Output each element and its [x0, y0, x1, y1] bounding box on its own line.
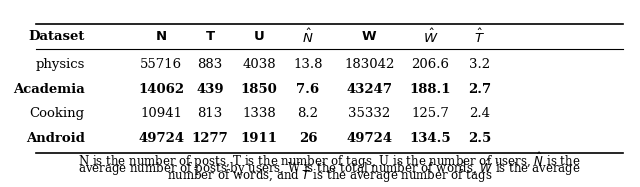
Text: 2.7: 2.7 [468, 83, 491, 96]
Text: 1911: 1911 [241, 132, 278, 145]
Text: 2.4: 2.4 [468, 108, 490, 120]
Text: 26: 26 [299, 132, 317, 145]
Text: $\hat{N}$: $\hat{N}$ [302, 27, 314, 46]
Text: $\hat{W}$: $\hat{W}$ [422, 27, 438, 46]
Text: 206.6: 206.6 [412, 58, 449, 71]
Text: $\hat{T}$: $\hat{T}$ [474, 27, 484, 46]
Text: 8.2: 8.2 [298, 108, 319, 120]
Text: 1850: 1850 [241, 83, 277, 96]
Text: $\mathbf{T}$: $\mathbf{T}$ [205, 30, 216, 43]
Text: 7.6: 7.6 [296, 83, 319, 96]
Text: average number of posts by users, W is the total number of words, $\hat{W}$ is t: average number of posts by users, W is t… [78, 157, 580, 178]
Text: 125.7: 125.7 [412, 108, 449, 120]
Text: 43247: 43247 [346, 83, 392, 96]
Text: Academia: Academia [13, 83, 84, 96]
Text: 14062: 14062 [138, 83, 184, 96]
Text: 439: 439 [196, 83, 224, 96]
Text: 49724: 49724 [346, 132, 392, 145]
Text: 49724: 49724 [138, 132, 184, 145]
Text: 188.1: 188.1 [410, 83, 451, 96]
Text: Cooking: Cooking [29, 108, 84, 120]
Text: 4038: 4038 [243, 58, 276, 71]
Text: number of words, and $\hat{T}$ is the average number of tags: number of words, and $\hat{T}$ is the av… [166, 164, 492, 185]
Text: physics: physics [35, 58, 84, 71]
Text: 1338: 1338 [242, 108, 276, 120]
Text: 55716: 55716 [140, 58, 182, 71]
Text: $\mathbf{U}$: $\mathbf{U}$ [253, 30, 265, 43]
Text: $\mathbf{N}$: $\mathbf{N}$ [156, 30, 167, 43]
Text: Dataset: Dataset [28, 30, 84, 43]
Text: 13.8: 13.8 [293, 58, 323, 71]
Text: 134.5: 134.5 [410, 132, 451, 145]
Text: 35332: 35332 [348, 108, 390, 120]
Text: 183042: 183042 [344, 58, 394, 71]
Text: 2.5: 2.5 [468, 132, 491, 145]
Text: N is the number of posts, T is the number of tags, U is the number of users, $\h: N is the number of posts, T is the numbe… [78, 150, 580, 171]
Text: Android: Android [26, 132, 84, 145]
Text: 10941: 10941 [140, 108, 182, 120]
Text: 813: 813 [198, 108, 223, 120]
Text: 3.2: 3.2 [468, 58, 490, 71]
Text: 1277: 1277 [192, 132, 228, 145]
Text: $\mathbf{W}$: $\mathbf{W}$ [361, 30, 377, 43]
Text: 883: 883 [198, 58, 223, 71]
